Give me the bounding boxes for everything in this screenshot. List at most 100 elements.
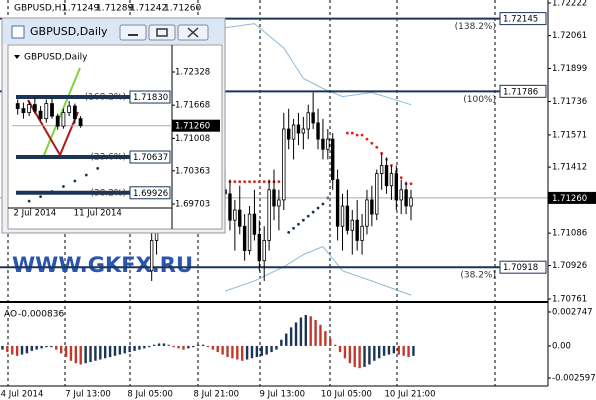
trendline bbox=[43, 67, 81, 156]
candle-body bbox=[375, 173, 379, 215]
ao-bar bbox=[309, 316, 312, 346]
ao-bar bbox=[69, 345, 73, 361]
ao-bar bbox=[35, 345, 38, 350]
x-tick-label: 8 Jul 05:00 bbox=[127, 390, 173, 400]
candle-body bbox=[345, 205, 350, 231]
sar-dot bbox=[253, 180, 256, 184]
candle-body bbox=[394, 173, 399, 201]
x-tick-label: 4 Jul 2014 bbox=[1, 390, 44, 400]
sar-dot bbox=[238, 180, 242, 184]
inset-window: GBPUSD,Daily GBPUSD,Daily 1.72328 1.71668… bbox=[1, 17, 226, 234]
minimize-button[interactable] bbox=[119, 24, 147, 41]
sar-dot bbox=[96, 167, 100, 170]
current-price-label: 1.71260 bbox=[552, 194, 587, 204]
quote: 1.71242 bbox=[130, 4, 167, 14]
x-tick-label: 11 Jul 2014 bbox=[74, 209, 122, 219]
y-tick-label: 1.70363 bbox=[175, 166, 210, 176]
ao-bar bbox=[397, 345, 400, 355]
candle-body bbox=[277, 199, 281, 207]
level-ratio: (38.2%) bbox=[90, 188, 126, 198]
ao-bar bbox=[412, 345, 415, 356]
ao-bar bbox=[6, 345, 9, 353]
sar-dot bbox=[297, 222, 300, 226]
y-tick-label: 0.00 bbox=[552, 341, 571, 351]
quote: 1.71260 bbox=[164, 4, 201, 14]
ao-bar bbox=[138, 345, 141, 350]
sar-dot bbox=[365, 137, 369, 141]
ao-bar bbox=[162, 343, 166, 346]
ao-bar bbox=[304, 315, 308, 346]
window-icon bbox=[11, 25, 25, 39]
ao-bar bbox=[99, 345, 102, 360]
restore-icon bbox=[156, 28, 168, 37]
ao-bar bbox=[338, 345, 342, 353]
sar-dot bbox=[345, 131, 349, 135]
ao-bar bbox=[240, 345, 244, 361]
ao-bar bbox=[392, 345, 396, 354]
ao-bar bbox=[221, 345, 224, 355]
ao-bar bbox=[250, 345, 254, 359]
ao-bar bbox=[289, 327, 293, 346]
candle-body bbox=[21, 108, 26, 114]
level-label: 1.69926 bbox=[133, 189, 168, 199]
ao-bar bbox=[402, 345, 405, 356]
ao-bar bbox=[172, 345, 175, 348]
candle-body bbox=[311, 112, 315, 124]
ao-bar bbox=[275, 345, 278, 350]
y-tick-label: 1.72222 bbox=[552, 0, 587, 9]
candle-body bbox=[55, 115, 60, 127]
trendline bbox=[27, 99, 79, 158]
quote: 1.71249 bbox=[62, 4, 99, 14]
ao-bar bbox=[285, 333, 288, 346]
ao-bar bbox=[368, 345, 371, 365]
candle-body bbox=[72, 105, 77, 120]
ao-bar bbox=[128, 345, 131, 353]
current-price-box bbox=[172, 119, 220, 132]
ao-bar bbox=[25, 345, 29, 354]
candle-body bbox=[331, 138, 335, 181]
ao-bar bbox=[74, 345, 78, 364]
level-label: 1.71786 bbox=[503, 87, 538, 97]
band-line bbox=[224, 245, 412, 296]
sar-dot bbox=[62, 185, 65, 188]
ao-bar bbox=[148, 345, 151, 348]
ao-bar bbox=[84, 345, 87, 364]
ao-bar bbox=[167, 344, 171, 346]
candle-body bbox=[44, 103, 49, 120]
y-tick-label: 1.71899 bbox=[552, 64, 587, 74]
ao-bar bbox=[363, 345, 366, 367]
ao-bar bbox=[20, 345, 24, 355]
candle-body bbox=[257, 233, 262, 262]
restore-button[interactable] bbox=[148, 24, 176, 41]
candle-body bbox=[233, 209, 237, 221]
level-label-box bbox=[129, 186, 171, 200]
ao-bar bbox=[113, 345, 117, 356]
level-ratio: (38.2%) bbox=[460, 271, 496, 281]
y-tick-label: 1.70926 bbox=[552, 261, 587, 271]
sar-dot bbox=[306, 214, 310, 218]
sar-dot bbox=[360, 133, 364, 137]
ao-bar bbox=[182, 345, 185, 350]
close-icon bbox=[187, 27, 199, 38]
level-label-box bbox=[499, 84, 547, 98]
ao-bar bbox=[196, 344, 200, 346]
sar-dot bbox=[84, 173, 88, 177]
candle-body bbox=[38, 110, 43, 120]
candle-body bbox=[404, 189, 408, 207]
ao-bar bbox=[319, 324, 322, 346]
candle-body bbox=[78, 118, 83, 127]
inset-plot bbox=[7, 44, 223, 230]
ao-bar bbox=[407, 345, 410, 358]
y-tick-label: 1.71086 bbox=[552, 229, 587, 239]
ao-bar bbox=[280, 339, 283, 346]
y-tick-label: 1.71668 bbox=[175, 101, 210, 111]
level-label-box bbox=[129, 150, 171, 164]
sar-dot bbox=[292, 226, 295, 230]
y-tick-label: 1.69703 bbox=[175, 199, 210, 209]
sar-dot bbox=[370, 141, 374, 145]
ao-bar bbox=[94, 345, 97, 361]
ao-bar bbox=[353, 345, 356, 367]
candle-body bbox=[384, 165, 389, 187]
candle-body bbox=[326, 138, 330, 150]
band-line bbox=[225, 23, 412, 106]
